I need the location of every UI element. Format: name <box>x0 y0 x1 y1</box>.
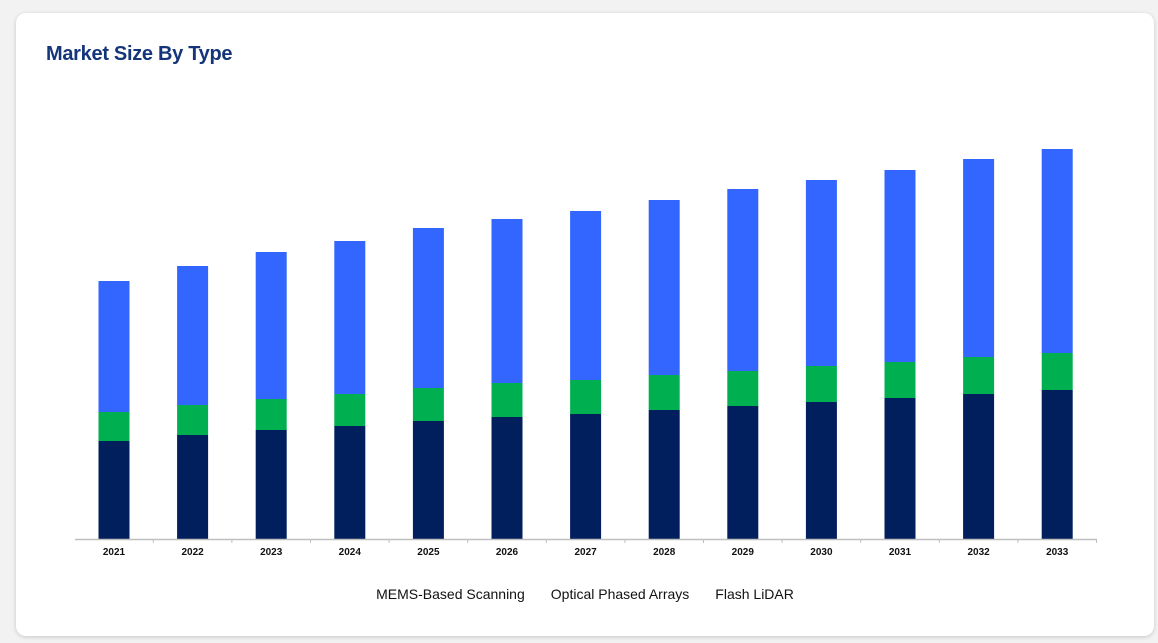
bar-flash-lidar-2033[interactable] <box>1041 149 1073 353</box>
legend-item-mems-based-scanning[interactable]: MEMS-Based Scanning <box>376 586 525 602</box>
bar-optical-phased-arrays-2027[interactable] <box>570 380 602 414</box>
chart-legend: MEMS-Based Scanning Optical Phased Array… <box>16 586 1154 602</box>
x-tick-label-2027: 2027 <box>574 547 597 558</box>
bar-optical-phased-arrays-2033[interactable] <box>1041 353 1073 390</box>
bar-optical-phased-arrays-2030[interactable] <box>805 366 837 402</box>
bar-flash-lidar-2024[interactable] <box>334 241 366 394</box>
bars-group <box>98 149 1073 539</box>
bar-mems-based-scanning-2032[interactable] <box>963 394 995 539</box>
bar-optical-phased-arrays-2021[interactable] <box>98 412 130 441</box>
x-tick-label-2028: 2028 <box>653 547 676 558</box>
bar-mems-based-scanning-2023[interactable] <box>255 430 287 539</box>
x-tick-label-2021: 2021 <box>103 547 126 558</box>
bar-flash-lidar-2026[interactable] <box>491 219 523 383</box>
x-tick-label-2029: 2029 <box>732 547 755 558</box>
x-tick-label-2030: 2030 <box>810 547 833 558</box>
x-tick-label-2026: 2026 <box>496 547 519 558</box>
bar-flash-lidar-2028[interactable] <box>648 200 680 375</box>
bar-mems-based-scanning-2022[interactable] <box>177 435 209 539</box>
bar-mems-based-scanning-2029[interactable] <box>727 406 759 539</box>
bar-optical-phased-arrays-2029[interactable] <box>727 371 759 406</box>
x-tick-label-2024: 2024 <box>339 547 362 558</box>
x-tick-label-2022: 2022 <box>181 547 204 558</box>
bar-flash-lidar-2022[interactable] <box>177 266 209 405</box>
bar-flash-lidar-2027[interactable] <box>570 211 602 380</box>
bar-flash-lidar-2021[interactable] <box>98 281 130 412</box>
legend-item-flash-lidar[interactable]: Flash LiDAR <box>715 586 794 602</box>
bar-optical-phased-arrays-2031[interactable] <box>884 362 916 398</box>
x-tick-label-2031: 2031 <box>889 547 912 558</box>
chart-card: Market Size By Type 2021 2022 2023 2024 2025… <box>16 13 1154 636</box>
x-axis-ticks <box>152 539 1097 543</box>
bar-flash-lidar-2031[interactable] <box>884 170 916 362</box>
bar-optical-phased-arrays-2024[interactable] <box>334 394 366 426</box>
bar-flash-lidar-2032[interactable] <box>963 159 995 357</box>
bar-mems-based-scanning-2026[interactable] <box>491 417 523 539</box>
bar-optical-phased-arrays-2026[interactable] <box>491 383 523 417</box>
bar-mems-based-scanning-2031[interactable] <box>884 398 916 539</box>
bar-flash-lidar-2030[interactable] <box>805 180 837 366</box>
x-tick-label-2032: 2032 <box>967 547 990 558</box>
bar-flash-lidar-2029[interactable] <box>727 189 759 371</box>
bar-optical-phased-arrays-2025[interactable] <box>412 388 444 421</box>
x-tick-label-2033: 2033 <box>1046 547 1069 558</box>
bar-mems-based-scanning-2021[interactable] <box>98 441 130 539</box>
x-axis-tick-labels: 2021 2022 2023 2024 2025 2026 2027 2028 2029 2030… <box>103 547 1069 558</box>
bar-flash-lidar-2025[interactable] <box>412 228 444 388</box>
bar-optical-phased-arrays-2028[interactable] <box>648 375 680 410</box>
chart-title: Market Size By Type <box>46 43 233 65</box>
bar-flash-lidar-2023[interactable] <box>255 252 287 399</box>
bar-mems-based-scanning-2033[interactable] <box>1041 390 1073 539</box>
bar-mems-based-scanning-2028[interactable] <box>648 410 680 539</box>
x-tick-label-2025: 2025 <box>417 547 440 558</box>
bar-optical-phased-arrays-2023[interactable] <box>255 399 287 430</box>
stacked-bar-chart: 2021 2022 2023 2024 2025 2026 2027 2028 2029 2030… <box>75 149 1097 558</box>
bar-optical-phased-arrays-2032[interactable] <box>963 357 995 394</box>
bar-mems-based-scanning-2030[interactable] <box>805 402 837 539</box>
legend-item-optical-phased-arrays[interactable]: Optical Phased Arrays <box>550 586 690 602</box>
bar-mems-based-scanning-2027[interactable] <box>570 414 602 539</box>
bar-optical-phased-arrays-2022[interactable] <box>177 405 209 435</box>
bar-mems-based-scanning-2025[interactable] <box>412 421 444 539</box>
bar-mems-based-scanning-2024[interactable] <box>334 426 366 539</box>
x-tick-label-2023: 2023 <box>260 547 283 558</box>
